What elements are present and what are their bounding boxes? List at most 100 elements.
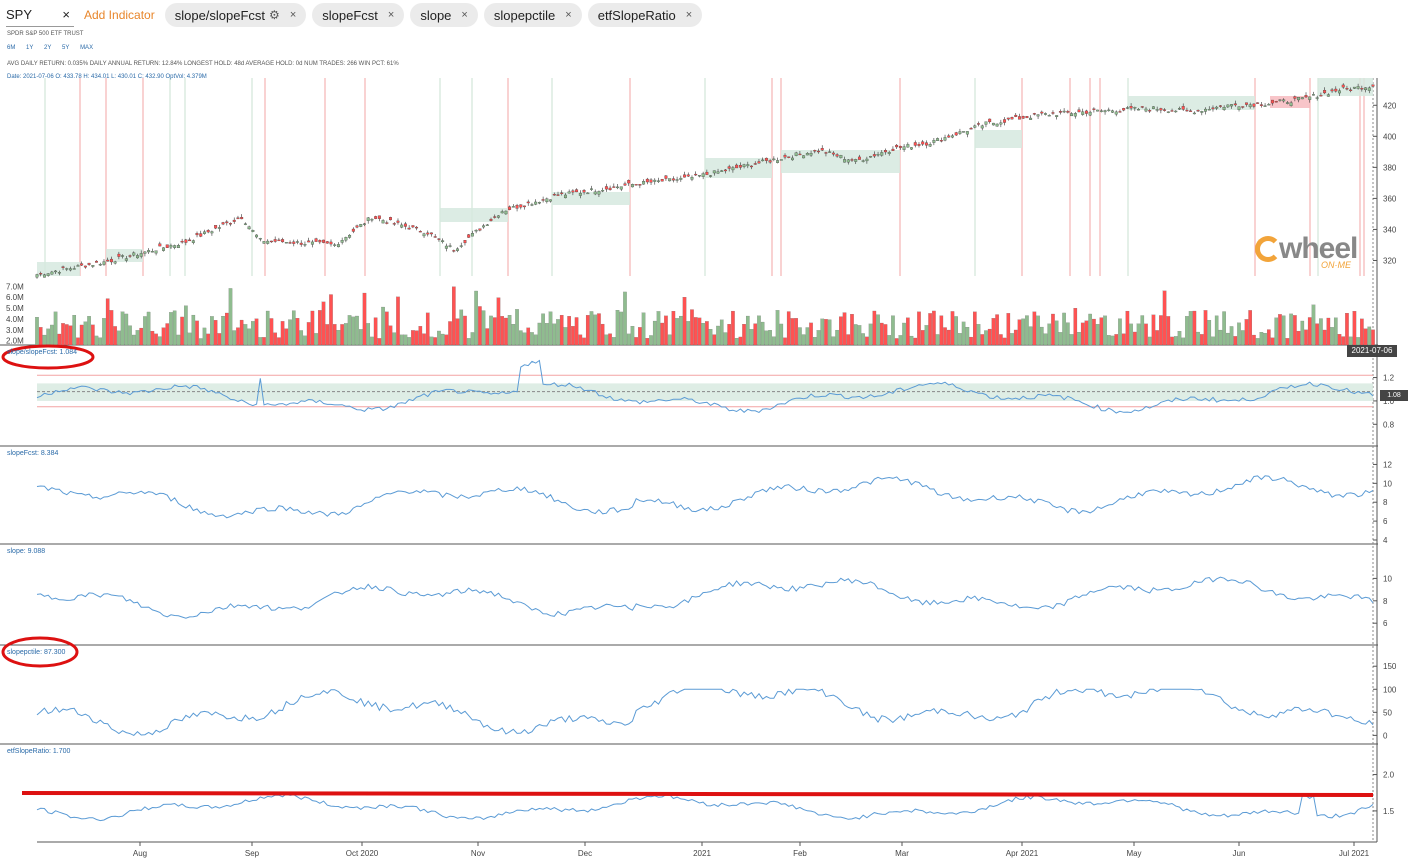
volume-tick-label: 4.0M [6, 315, 24, 324]
ratio-value-badge: 1.08 [1380, 390, 1408, 401]
volume-bar [1151, 314, 1156, 346]
candle-body [526, 201, 530, 204]
volume-bar [530, 332, 534, 346]
range-1y[interactable]: 1Y [26, 45, 34, 51]
close-icon[interactable]: × [685, 9, 693, 21]
candle-body [292, 241, 296, 244]
range-max[interactable]: MAX [80, 45, 94, 51]
volume-bar [708, 329, 713, 346]
candle-body [1036, 114, 1040, 117]
slope-ratio-line [36, 359, 1374, 414]
candle-body [1360, 88, 1364, 90]
volume-bar [1278, 314, 1282, 346]
close-icon[interactable]: × [461, 9, 468, 21]
volume-bar [318, 310, 322, 346]
candle-body [459, 245, 463, 247]
volume-bar [269, 318, 274, 346]
candle-body [318, 240, 322, 243]
range-5y[interactable]: 5Y [62, 45, 70, 51]
candle-body [545, 198, 549, 203]
candle-body [716, 171, 720, 174]
candle-body [232, 219, 236, 222]
volume-bar [1133, 331, 1137, 346]
volume-bar [1356, 337, 1360, 346]
volume-bar [526, 327, 531, 346]
volume-bar [258, 337, 263, 346]
candle-body [590, 188, 593, 190]
hold-zone [440, 208, 508, 222]
volume-bar [351, 316, 356, 346]
candle-body [1289, 102, 1293, 106]
volume-bar [1047, 323, 1052, 346]
add-indicator-button[interactable]: Add Indicator [84, 8, 155, 22]
volume-bar [180, 316, 184, 346]
volume-bar [202, 327, 207, 346]
close-icon[interactable]: × [387, 9, 395, 21]
candle-body [642, 181, 646, 185]
indicator-chip-etfsloperatio[interactable]: etfSlopeRatio × [587, 3, 703, 27]
close-icon[interactable]: × [565, 9, 572, 21]
volume-bar [1173, 336, 1178, 346]
volume-bar [325, 324, 330, 346]
candle-body [898, 146, 902, 148]
volume-bar [1144, 323, 1148, 346]
volume-bar [917, 311, 921, 346]
volume-bar [94, 335, 99, 346]
volume-bar [61, 323, 65, 346]
indicator-chip-slopepctile[interactable]: slopepctile × [483, 3, 582, 27]
candle-body [154, 250, 158, 254]
ticker-field[interactable]: SPY × [6, 3, 74, 27]
candle-body [697, 175, 701, 177]
candle-body [1081, 111, 1085, 115]
candle-body [504, 210, 508, 215]
volume-bar [1203, 310, 1208, 346]
volume-bar [980, 334, 985, 346]
volume-bar [146, 311, 151, 346]
candle-body [809, 153, 813, 156]
volume-bar [753, 323, 758, 346]
candle-body [1211, 107, 1215, 110]
slopefcst-tick-label: 12 [1383, 460, 1392, 469]
range-2y[interactable]: 2Y [44, 45, 52, 51]
indicator-chip-slope-ratio[interactable]: slope/slopeFcst ⚙ × [164, 3, 307, 27]
volume-bar [1136, 323, 1141, 346]
indicator-chip-slopefcst[interactable]: slopeFcst × [312, 3, 405, 27]
volume-bar [109, 310, 114, 346]
close-icon[interactable]: × [62, 7, 70, 22]
volume-bar [321, 301, 326, 346]
candle-body [426, 232, 430, 235]
annotation-circle [1, 636, 79, 668]
volume-bar [533, 334, 538, 346]
volume-bar [459, 309, 464, 346]
candle-body [433, 236, 437, 238]
volume-bar [664, 315, 668, 346]
candle-body [1129, 106, 1133, 109]
volume-bar [1285, 338, 1290, 346]
volume-bar [1092, 318, 1096, 346]
candle-body [1021, 116, 1025, 119]
candle-body [511, 206, 515, 208]
candle-body [824, 152, 828, 154]
volume-bar [463, 315, 467, 346]
candle-body [980, 125, 984, 129]
candle-body [1137, 109, 1140, 111]
candle-body [805, 152, 809, 156]
indicator-chip-slope[interactable]: slope × [410, 3, 478, 27]
close-icon[interactable]: × [289, 9, 297, 21]
volume-bar [440, 333, 445, 346]
gear-icon[interactable]: ⚙ [269, 8, 280, 22]
range-6m[interactable]: 6M [7, 45, 16, 51]
candle-body [463, 240, 467, 244]
candle-body [1058, 111, 1062, 113]
panel-label-slopefcst: slopeFcst: 8.384 [7, 450, 59, 457]
volume-bar [154, 333, 158, 346]
candle-body [742, 164, 746, 167]
panel-label-slopepctile: slopepctile: 87.300 [7, 649, 66, 656]
volume-bar [165, 323, 170, 346]
volume-bar [1237, 322, 1241, 346]
candle-body [206, 230, 210, 233]
volume-bar [507, 315, 512, 346]
volume-bar [50, 324, 54, 346]
volume-bar [883, 324, 888, 346]
